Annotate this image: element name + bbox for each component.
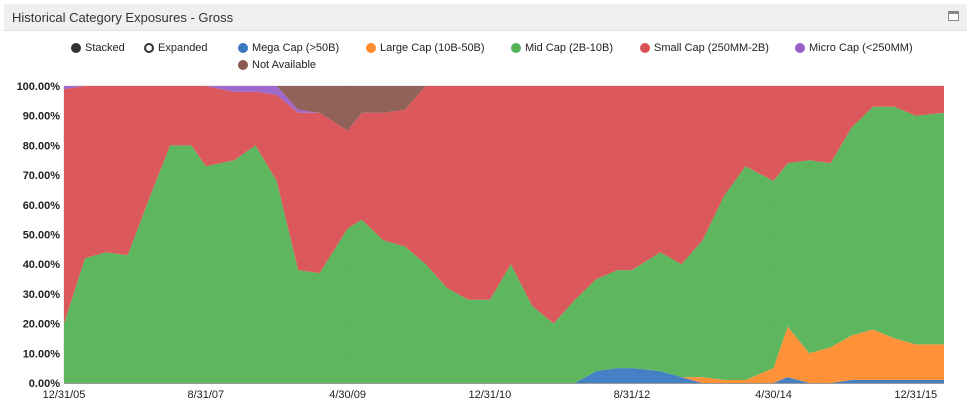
y-tick-label: 90.00% [23, 111, 61, 123]
y-tick-label: 20.00% [23, 319, 61, 331]
y-tick-label: 10.00% [23, 348, 61, 360]
y-tick-label: 30.00% [23, 289, 61, 301]
legend-mode-stacked[interactable]: Stacked [71, 42, 125, 54]
x-tick-label: 12/31/05 [43, 389, 86, 401]
y-tick-label: 50.00% [23, 230, 61, 242]
series-swatch-icon [640, 43, 650, 53]
legend-item-label: Small Cap (250MM-2B) [654, 42, 769, 54]
panel-title: Historical Category Exposures - Gross [12, 10, 234, 25]
series-swatch-icon [795, 43, 805, 53]
series-swatch-icon [366, 43, 376, 53]
legend-item-label: Not Available [252, 59, 317, 71]
series-swatch-icon [511, 43, 521, 53]
legend-item-micro-cap[interactable]: Micro Cap (<250MM) [795, 42, 913, 54]
area-mid-cap-2b-10b[interactable] [64, 106, 944, 384]
y-tick-label: 80.00% [23, 140, 61, 152]
y-tick-label: 70.00% [23, 170, 61, 182]
y-tick-label: 40.00% [23, 259, 61, 271]
area-mega-cap-50b[interactable] [64, 368, 944, 383]
area-large-cap-10b-50b[interactable] [64, 326, 944, 383]
legend-item-mid-cap[interactable]: Mid Cap (2B-10B) [511, 42, 613, 54]
legend-mode-expanded[interactable]: Expanded [144, 42, 208, 54]
legend-item-label: Micro Cap (<250MM) [809, 42, 913, 54]
series-swatch-icon [238, 60, 248, 70]
x-tick-label: 8/31/12 [614, 389, 651, 401]
radio-empty-icon [144, 43, 154, 53]
x-tick-label: 8/31/07 [187, 389, 224, 401]
legend-item-label: Mid Cap (2B-10B) [525, 42, 614, 54]
panel-header: Historical Category Exposures - Gross [4, 4, 967, 31]
legend-item-label: Large Cap (10B-50B) [380, 42, 485, 54]
legend-item-not-available[interactable]: Not Available [238, 59, 316, 71]
x-tick-label: 12/31/15 [894, 389, 937, 401]
radio-selected-icon [71, 43, 81, 53]
legend-item-label: Mega Cap (>50B) [252, 42, 340, 54]
series-swatch-icon [238, 43, 248, 53]
y-tick-label: 0.00% [29, 378, 60, 390]
legend-item-small-cap[interactable]: Small Cap (250MM-2B) [640, 42, 769, 54]
x-tick-label: 12/31/10 [468, 389, 511, 401]
x-tick-label: 4/30/14 [755, 389, 792, 401]
y-tick-label: 60.00% [23, 200, 61, 212]
maximize-icon[interactable] [948, 11, 959, 21]
legend-mode-label: Stacked [85, 42, 125, 54]
legend-item-mega-cap[interactable]: Mega Cap (>50B) [238, 42, 339, 54]
legend-item-large-cap[interactable]: Large Cap (10B-50B) [366, 42, 485, 54]
legend-mode-label: Expanded [158, 42, 208, 54]
area-micro-cap-250mm[interactable] [64, 86, 944, 131]
x-tick-label: 4/30/09 [329, 389, 366, 401]
area-small-cap-250mm-2b[interactable] [64, 86, 944, 324]
y-tick-label: 100.00% [17, 81, 61, 93]
